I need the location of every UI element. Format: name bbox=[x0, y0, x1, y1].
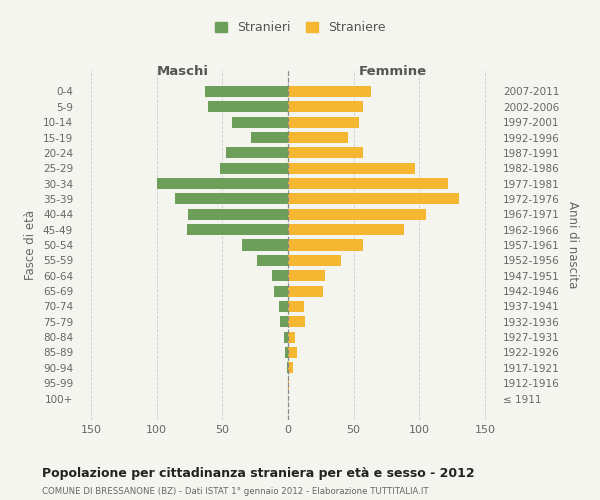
Bar bbox=[287, 362, 288, 374]
Y-axis label: Fasce di età: Fasce di età bbox=[25, 210, 37, 280]
Bar bbox=[242, 240, 288, 250]
Text: Popolazione per cittadinanza straniera per età e sesso - 2012: Popolazione per cittadinanza straniera p… bbox=[42, 468, 475, 480]
Bar bbox=[220, 162, 288, 173]
Text: Maschi: Maschi bbox=[157, 66, 209, 78]
Bar bbox=[187, 224, 288, 235]
Bar bbox=[226, 148, 288, 158]
Bar bbox=[232, 116, 288, 128]
Text: Femmine: Femmine bbox=[359, 66, 427, 78]
Bar bbox=[272, 270, 288, 281]
Bar bbox=[288, 132, 349, 143]
Bar bbox=[288, 178, 448, 189]
Bar bbox=[257, 255, 288, 266]
Bar bbox=[288, 162, 415, 173]
Bar bbox=[288, 102, 363, 112]
Bar bbox=[205, 86, 288, 97]
Bar bbox=[288, 116, 359, 128]
Y-axis label: Anni di nascita: Anni di nascita bbox=[566, 202, 579, 288]
Bar bbox=[288, 224, 404, 235]
Bar bbox=[288, 378, 289, 388]
Bar bbox=[288, 270, 325, 281]
Bar bbox=[188, 209, 288, 220]
Bar bbox=[288, 240, 363, 250]
Bar bbox=[288, 194, 458, 204]
Bar bbox=[288, 362, 293, 374]
Text: COMUNE DI BRESSANONE (BZ) - Dati ISTAT 1° gennaio 2012 - Elaborazione TUTTITALIA: COMUNE DI BRESSANONE (BZ) - Dati ISTAT 1… bbox=[42, 486, 428, 496]
Legend: Stranieri, Straniere: Stranieri, Straniere bbox=[209, 16, 391, 40]
Bar bbox=[274, 286, 288, 296]
Bar bbox=[288, 86, 371, 97]
Bar bbox=[288, 148, 363, 158]
Bar bbox=[157, 178, 288, 189]
Bar bbox=[251, 132, 288, 143]
Bar bbox=[288, 347, 297, 358]
Bar bbox=[284, 332, 288, 342]
Bar bbox=[286, 347, 288, 358]
Bar bbox=[288, 286, 323, 296]
Bar bbox=[288, 255, 341, 266]
Bar bbox=[280, 316, 288, 328]
Bar bbox=[279, 301, 288, 312]
Bar bbox=[208, 102, 288, 112]
Bar bbox=[288, 209, 426, 220]
Bar bbox=[288, 316, 305, 328]
Bar bbox=[175, 194, 288, 204]
Bar bbox=[288, 301, 304, 312]
Bar bbox=[288, 332, 295, 342]
